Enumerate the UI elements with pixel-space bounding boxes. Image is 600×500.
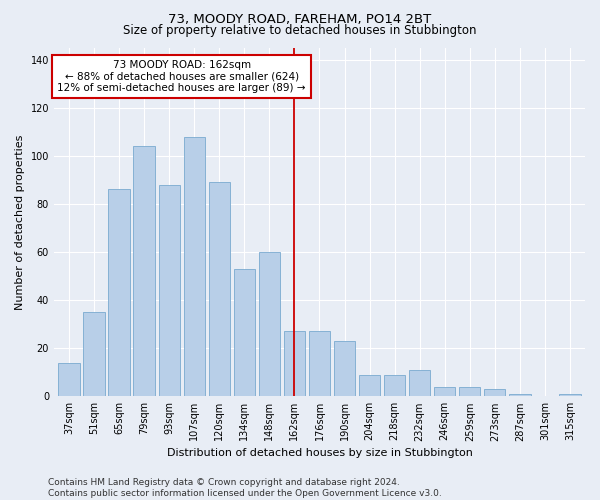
Bar [109, 190, 130, 396]
X-axis label: Distribution of detached houses by size in Stubbington: Distribution of detached houses by size … [167, 448, 472, 458]
Bar [434, 386, 455, 396]
Text: Contains HM Land Registry data © Crown copyright and database right 2024.
Contai: Contains HM Land Registry data © Crown c… [48, 478, 442, 498]
Bar [509, 394, 530, 396]
Bar [409, 370, 430, 396]
Bar [233, 269, 255, 396]
Bar [209, 182, 230, 396]
Bar [359, 374, 380, 396]
Bar [284, 332, 305, 396]
Bar [58, 362, 80, 396]
Bar [459, 386, 481, 396]
Bar [309, 332, 330, 396]
Bar [133, 146, 155, 397]
Text: Size of property relative to detached houses in Stubbington: Size of property relative to detached ho… [123, 24, 477, 37]
Bar [484, 389, 505, 396]
Bar [83, 312, 104, 396]
Bar [158, 184, 180, 396]
Bar [259, 252, 280, 396]
Bar [184, 136, 205, 396]
Y-axis label: Number of detached properties: Number of detached properties [15, 134, 25, 310]
Bar [384, 374, 405, 396]
Text: 73, MOODY ROAD, FAREHAM, PO14 2BT: 73, MOODY ROAD, FAREHAM, PO14 2BT [169, 12, 431, 26]
Text: 73 MOODY ROAD: 162sqm
← 88% of detached houses are smaller (624)
12% of semi-det: 73 MOODY ROAD: 162sqm ← 88% of detached … [58, 60, 306, 93]
Bar [334, 341, 355, 396]
Bar [559, 394, 581, 396]
